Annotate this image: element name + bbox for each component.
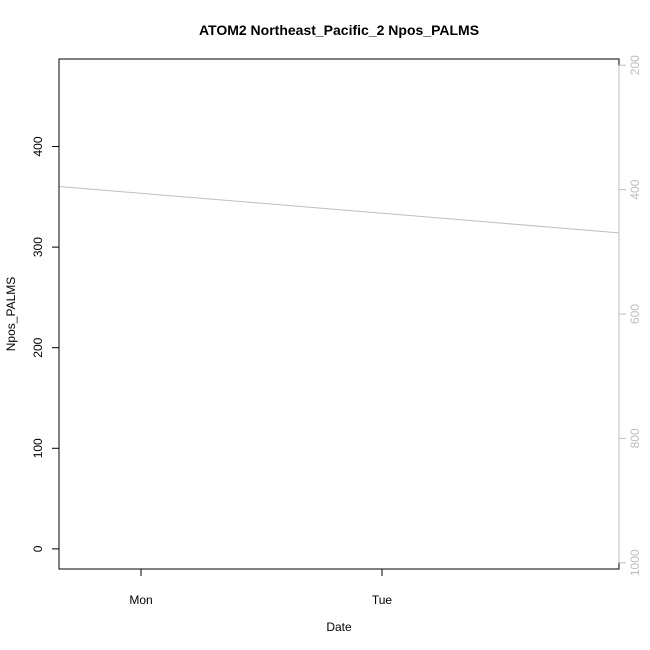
y-tick-label: 300 xyxy=(31,237,45,257)
plot-clipped xyxy=(59,186,619,234)
y-tick-label: 400 xyxy=(31,136,45,156)
y-axis-label: Npos_PALMS xyxy=(4,277,18,351)
x-tick-label: Mon xyxy=(129,593,152,607)
y2-tick-label: 1000 xyxy=(628,549,642,576)
y-axis-right: 200 400 600 800 1000 xyxy=(618,55,642,576)
chart-title: ATOM2 Northeast_Pacific_2 Npos_PALMS xyxy=(199,22,479,38)
x-axis-label: Date xyxy=(326,620,352,634)
x-tick-label: Tue xyxy=(372,593,393,607)
y2-tick-label: 200 xyxy=(628,55,642,75)
y-tick-label: 100 xyxy=(31,438,45,458)
plot-content xyxy=(59,186,619,234)
y-tick-label: 200 xyxy=(31,337,45,357)
y-axis-left: 0 100 200 300 400 xyxy=(31,136,60,552)
plot-frame xyxy=(58,58,620,570)
series-line xyxy=(59,186,619,234)
x-axis: Mon Tue xyxy=(129,568,393,607)
y2-tick-label: 400 xyxy=(628,179,642,199)
y2-tick-label: 600 xyxy=(628,304,642,324)
y2-tick-label: 800 xyxy=(628,428,642,448)
y-tick-label: 0 xyxy=(31,545,45,552)
